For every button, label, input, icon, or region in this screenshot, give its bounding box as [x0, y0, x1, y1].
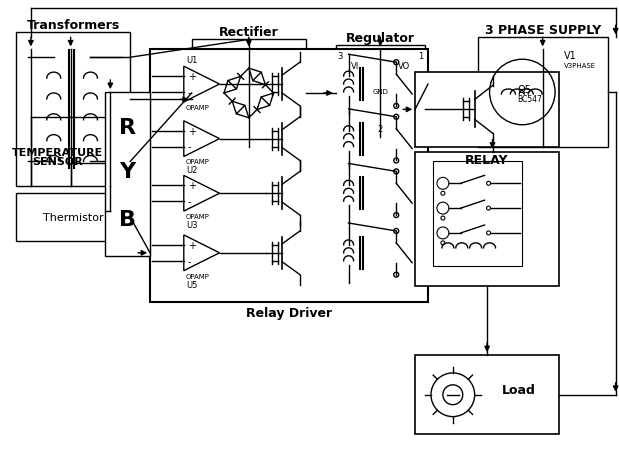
- Bar: [335, 46, 425, 138]
- Text: Regulator: Regulator: [346, 32, 415, 45]
- Text: VI: VI: [350, 62, 359, 71]
- Bar: [433, 162, 522, 266]
- Text: U2: U2: [186, 166, 197, 175]
- Text: +: +: [188, 240, 196, 250]
- Text: VO: VO: [398, 62, 410, 71]
- Bar: [16, 194, 130, 241]
- Text: +: +: [188, 181, 196, 191]
- Text: Load: Load: [502, 383, 535, 396]
- Bar: [16, 33, 130, 187]
- Text: Relay Driver: Relay Driver: [246, 306, 332, 319]
- Bar: [105, 93, 150, 256]
- Text: U3: U3: [186, 221, 197, 230]
- Text: -: -: [188, 197, 191, 207]
- Text: -: -: [188, 88, 191, 98]
- Text: RELAY: RELAY: [465, 154, 509, 166]
- Bar: [150, 50, 428, 303]
- Text: -: -: [188, 142, 191, 152]
- Bar: [192, 40, 306, 147]
- Text: BC547: BC547: [517, 95, 542, 104]
- Text: 3 PHASE SUPPLY: 3 PHASE SUPPLY: [485, 24, 601, 37]
- Text: V3PHASE: V3PHASE: [564, 63, 596, 69]
- Text: 2: 2: [378, 124, 383, 133]
- Text: 1: 1: [418, 52, 423, 61]
- Text: U5: U5: [186, 280, 197, 289]
- Text: Rectifier: Rectifier: [219, 26, 279, 39]
- Text: OPAMP: OPAMP: [186, 159, 210, 165]
- Text: TEMPERATURE: TEMPERATURE: [12, 147, 103, 157]
- Text: SENSOR: SENSOR: [32, 157, 83, 167]
- Text: -: -: [188, 256, 191, 266]
- Text: 3: 3: [337, 52, 343, 61]
- Bar: [415, 355, 559, 434]
- Text: OPAMP: OPAMP: [186, 214, 210, 220]
- Text: +: +: [188, 126, 196, 136]
- Bar: [348, 58, 413, 125]
- Text: OPAMP: OPAMP: [186, 105, 210, 110]
- Bar: [478, 38, 608, 147]
- Text: Thermistor: Thermistor: [43, 212, 103, 222]
- Text: Y: Y: [119, 162, 136, 182]
- Text: B: B: [119, 210, 136, 230]
- Text: OPAMP: OPAMP: [186, 273, 210, 279]
- Text: Q5: Q5: [517, 85, 531, 95]
- Text: V1: V1: [564, 51, 577, 61]
- Text: Transformers: Transformers: [27, 19, 119, 32]
- Text: R: R: [119, 117, 136, 138]
- Text: GND: GND: [373, 89, 388, 95]
- Bar: [415, 152, 559, 286]
- Text: +: +: [188, 72, 196, 82]
- Bar: [415, 73, 559, 147]
- Text: U1: U1: [186, 56, 197, 65]
